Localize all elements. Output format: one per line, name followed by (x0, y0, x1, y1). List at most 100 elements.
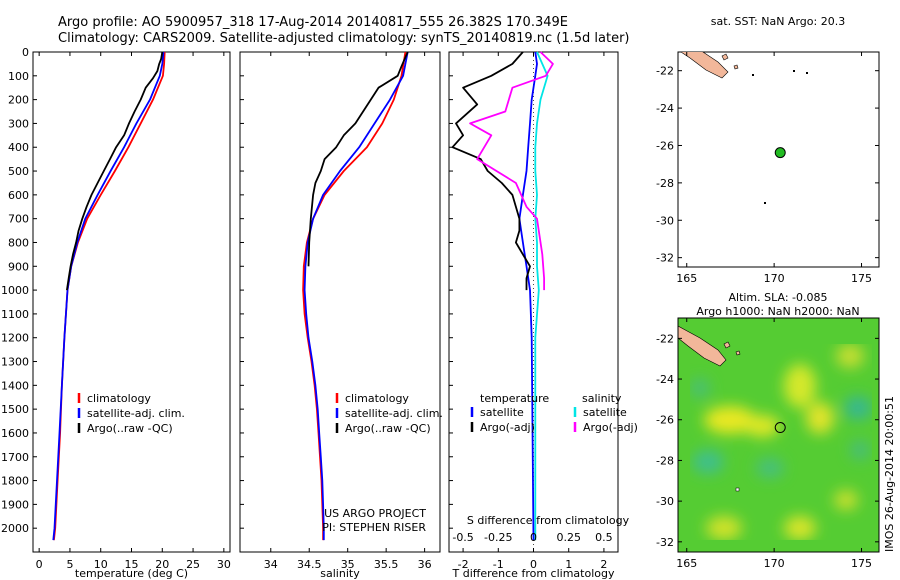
sst-map-title: sat. SST: NaN Argo: 20.3 (711, 15, 845, 28)
land-new-caledonia (680, 52, 729, 79)
map-y-tick-label: -24 (656, 373, 674, 386)
map-x-tick-label: 170 (764, 557, 785, 570)
legend-label: Argo(..raw -QC) (87, 422, 173, 435)
top-tick-label: 0.5 (595, 531, 613, 544)
map-y-tick-label: -26 (656, 414, 674, 427)
y-tick-label: 0 (22, 46, 29, 59)
argo-location-ring (774, 422, 786, 434)
y-tick-label: 1900 (1, 498, 29, 511)
series-line-1 (52, 51, 165, 541)
top-tick-label: -0.25 (484, 531, 512, 544)
map-y-tick-label: -28 (656, 454, 674, 467)
y-tick-label: 700 (8, 213, 29, 226)
map-x-tick-label: 165 (676, 272, 697, 285)
y-tick-label: 1100 (1, 308, 29, 321)
sla-map-title: Altim. SLA: -0.085 (728, 291, 827, 304)
y-tick-label: 1000 (1, 284, 29, 297)
y-tick-label: 1200 (1, 332, 29, 345)
map-y-tick-label: -22 (656, 332, 674, 345)
x-tick-label: 0 (530, 558, 537, 571)
y-tick-label: 400 (8, 141, 29, 154)
y-tick-label: 600 (8, 189, 29, 202)
map-x-tick-label: 170 (764, 272, 785, 285)
series-line-2 (534, 51, 549, 541)
x-tick-label: 36 (418, 558, 432, 571)
y-tick-label: 300 (8, 117, 29, 130)
difference-panel: -2 -1 0 1 2T difference from climatology temp… (448, 51, 638, 580)
series-line-3 (469, 51, 554, 291)
legend-label: satellite-adj. clim. (345, 407, 443, 420)
plot-frame (32, 51, 231, 553)
map-x-tick-label: 175 (851, 557, 872, 570)
figure-title-line2: Climatology: CARS2009. Satellite-adjuste… (58, 31, 630, 46)
map-y-tick-label: -28 (656, 177, 674, 190)
legend-header: temperature (480, 392, 549, 405)
map-y-tick-label: -30 (656, 214, 674, 227)
x-tick-label: 34 (264, 558, 278, 571)
salinity-panel: 34 34.5 35 35.5 36 salinity climatology satelli… (239, 51, 443, 580)
imos-watermark: IMOS 26-Aug-2014 20:00:51 (883, 396, 896, 552)
argo-location-marker (774, 147, 786, 159)
legend-label: climatology (87, 392, 151, 405)
x-axis-label: temperature (deg C) (75, 567, 188, 580)
plot-frame (239, 51, 441, 553)
series-line-1 (303, 51, 409, 541)
x-axis-label: salinity (320, 567, 360, 580)
series-line-2 (307, 51, 409, 267)
x-tick-label: -2 (458, 558, 469, 571)
sla-map-subtitle: Argo h1000: NaN h2000: NaN (696, 305, 859, 318)
series-line-1 (451, 51, 531, 291)
land-islands (721, 53, 739, 70)
legend-header: salinity (582, 392, 622, 405)
x-tick-label: 0 (36, 558, 43, 571)
legend-label: satellite (583, 406, 627, 419)
y-tick-label: 1700 (1, 451, 29, 464)
y-tick-label: 200 (8, 94, 29, 107)
x-tick-label: 2 (600, 558, 607, 571)
legend-label: satellite-adj. clim. (87, 407, 185, 420)
x-tick-label: 1 (565, 558, 572, 571)
y-tick-label: 500 (8, 165, 29, 178)
x-axis-label-top: S difference from climatology (467, 514, 630, 527)
x-tick-label: 20 (155, 558, 169, 571)
x-tick-label: 15 (125, 558, 139, 571)
credit-project: US ARGO PROJECT (324, 507, 426, 520)
map-x-tick-label: 175 (851, 272, 872, 285)
legend-label: climatology (345, 392, 409, 405)
map-y-tick-label: -26 (656, 139, 674, 152)
legend-label: Argo(-adj) (583, 421, 638, 434)
x-axis-label: T difference from climatology (452, 567, 615, 580)
top-tick-label: 0.25 (556, 531, 581, 544)
y-tick-label: 900 (8, 260, 29, 273)
sst-map-panel: sat. SST: NaN Argo: 20.3 165 170 175 -22 -24… (656, 15, 880, 285)
x-tick-label: 34.5 (297, 558, 322, 571)
map-y-tick-label: -22 (656, 65, 674, 78)
x-tick-label: 30 (217, 558, 231, 571)
map-y-tick-label: -32 (656, 252, 674, 265)
legend-label: Argo(..raw -QC) (345, 422, 431, 435)
land-new-caledonia (678, 325, 727, 367)
y-tick-label: 1300 (1, 356, 29, 369)
y-tick-label: 1500 (1, 403, 29, 416)
y-tick-label: 100 (8, 70, 29, 83)
map-x-tick-label: 165 (676, 557, 697, 570)
x-tick-label: 35 (341, 558, 355, 571)
x-tick-label: 35.5 (374, 558, 399, 571)
x-tick-label: 10 (94, 558, 108, 571)
x-tick-label: 25 (186, 558, 200, 571)
map-y-tick-label: -30 (656, 495, 674, 508)
legend-label: satellite (480, 406, 524, 419)
legend-label: Argo(-adj) (480, 421, 535, 434)
x-tick-label: 5 (66, 558, 73, 571)
figure-title-line1: Argo profile: AO 5900957_318 17-Aug-2014… (58, 15, 568, 30)
series-line-2 (66, 51, 164, 291)
top-tick-label: -0.5 (452, 531, 473, 544)
x-tick-label: -1 (493, 558, 504, 571)
y-tick-label: 1800 (1, 475, 29, 488)
y-tick-label: 1400 (1, 379, 29, 392)
temperature-panel: 0 5 10 15 20 25 300100200300400500600700800900… (1, 46, 231, 580)
y-tick-label: 2000 (1, 522, 29, 535)
y-tick-label: 800 (8, 236, 29, 249)
sla-map-panel: Altim. SLA: -0.085 Argo h1000: NaN h2000… (656, 291, 880, 570)
